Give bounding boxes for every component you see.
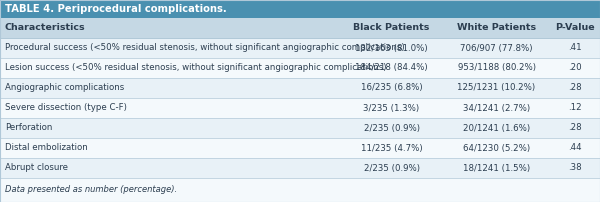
Bar	[0, 78, 600, 98]
Bar	[0, 58, 600, 78]
Text: Severe dissection (type C-F): Severe dissection (type C-F)	[5, 103, 127, 113]
Bar	[0, 18, 600, 38]
Text: Black Patients: Black Patients	[353, 23, 430, 33]
Text: 706/907 (77.8%): 706/907 (77.8%)	[460, 43, 533, 53]
Text: 2/235 (0.9%): 2/235 (0.9%)	[364, 163, 419, 173]
Text: Perforation: Perforation	[5, 123, 52, 133]
Text: 11/235 (4.7%): 11/235 (4.7%)	[361, 143, 422, 153]
Text: 953/1188 (80.2%): 953/1188 (80.2%)	[458, 63, 536, 73]
Bar	[0, 118, 600, 138]
Text: 132/163 (81.0%): 132/163 (81.0%)	[355, 43, 428, 53]
Text: .38: .38	[568, 163, 581, 173]
Text: Angiographic complications: Angiographic complications	[5, 83, 124, 93]
Bar	[0, 38, 600, 58]
Text: 64/1230 (5.2%): 64/1230 (5.2%)	[463, 143, 530, 153]
Text: Lesion success (<50% residual stenosis, without significant angiographic complic: Lesion success (<50% residual stenosis, …	[5, 63, 386, 73]
Text: 18/1241 (1.5%): 18/1241 (1.5%)	[463, 163, 530, 173]
Text: .44: .44	[568, 143, 581, 153]
Text: 20/1241 (1.6%): 20/1241 (1.6%)	[463, 123, 530, 133]
Text: 2/235 (0.9%): 2/235 (0.9%)	[364, 123, 419, 133]
Text: .28: .28	[568, 83, 581, 93]
Text: 125/1231 (10.2%): 125/1231 (10.2%)	[457, 83, 536, 93]
Text: Procedural success (<50% residual stenosis, without significant angiographic com: Procedural success (<50% residual stenos…	[5, 43, 404, 53]
Text: TABLE 4. Periprocedural complications.: TABLE 4. Periprocedural complications.	[5, 4, 227, 14]
Bar	[0, 98, 600, 118]
Bar	[0, 0, 600, 18]
Text: Characteristics: Characteristics	[5, 23, 85, 33]
Text: 184/218 (84.4%): 184/218 (84.4%)	[355, 63, 428, 73]
Text: Distal embolization: Distal embolization	[5, 143, 88, 153]
Text: Abrupt closure: Abrupt closure	[5, 163, 68, 173]
Text: .28: .28	[568, 123, 581, 133]
Text: 34/1241 (2.7%): 34/1241 (2.7%)	[463, 103, 530, 113]
Bar	[0, 138, 600, 158]
Text: .20: .20	[568, 63, 581, 73]
Text: .12: .12	[568, 103, 581, 113]
Text: P-Value: P-Value	[554, 23, 595, 33]
Text: White Patients: White Patients	[457, 23, 536, 33]
Bar	[0, 158, 600, 178]
Text: .41: .41	[568, 43, 581, 53]
Bar	[0, 178, 600, 202]
Text: Data presented as number (percentage).: Data presented as number (percentage).	[5, 185, 177, 195]
Text: 3/235 (1.3%): 3/235 (1.3%)	[364, 103, 419, 113]
Text: 16/235 (6.8%): 16/235 (6.8%)	[361, 83, 422, 93]
